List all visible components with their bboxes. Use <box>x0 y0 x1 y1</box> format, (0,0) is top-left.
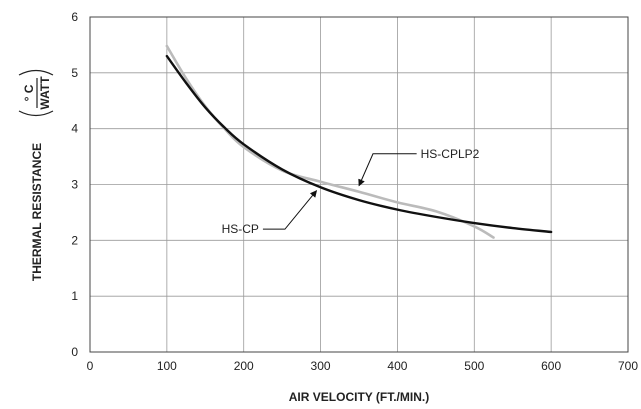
y-tick-label: 6 <box>71 10 78 24</box>
y-tick-label: 2 <box>71 233 78 247</box>
x-tick-label: 200 <box>234 359 254 373</box>
y-tick-label: 4 <box>71 122 78 136</box>
y-tick-label: 0 <box>71 345 78 359</box>
x-tick-label: 400 <box>387 359 407 373</box>
annotation-label: HS-CP <box>222 222 259 236</box>
annotation-leader-arrow <box>358 153 417 187</box>
tick-labels: 0 100 200 300 400 500 600 700 0 1 2 3 4 5 6 <box>71 10 638 373</box>
y-tick-label: 5 <box>71 66 78 80</box>
y-axis-unit-numerator: ° C <box>22 84 36 101</box>
annotations: HS-CPLP2 HS-CP <box>222 147 480 236</box>
plot-area <box>89 16 629 353</box>
x-tick-label: 700 <box>618 359 638 373</box>
y-axis-unit-paren-left <box>18 110 54 117</box>
y-axis-unit-denominator: WATT <box>38 76 52 110</box>
series-line-hs-cplp2 <box>165 44 495 239</box>
x-tick-label: 300 <box>311 359 331 373</box>
x-axis-label: AIR VELOCITY (FT./MIN.) <box>289 390 429 404</box>
x-tick-label: 500 <box>464 359 484 373</box>
x-tick-label: 0 <box>87 359 94 373</box>
annotation-hs-cp: HS-CP <box>222 190 318 236</box>
grid <box>90 17 628 352</box>
y-axis-label: THERMAL RESISTANCE ° C WATT <box>18 69 54 281</box>
annotation-leader-arrow <box>262 190 318 230</box>
x-tick-label: 600 <box>541 359 561 373</box>
series-line-hs-cp <box>165 54 553 234</box>
y-axis-label-main: THERMAL RESISTANCE <box>30 143 44 281</box>
y-tick-label: 3 <box>71 178 78 192</box>
x-tick-label: 100 <box>157 359 177 373</box>
y-axis-unit-paren-right <box>18 69 54 76</box>
series-lines <box>165 44 553 239</box>
y-tick-label: 1 <box>71 289 78 303</box>
annotation-hs-cplp2: HS-CPLP2 <box>358 147 480 187</box>
annotation-label: HS-CPLP2 <box>421 147 480 161</box>
